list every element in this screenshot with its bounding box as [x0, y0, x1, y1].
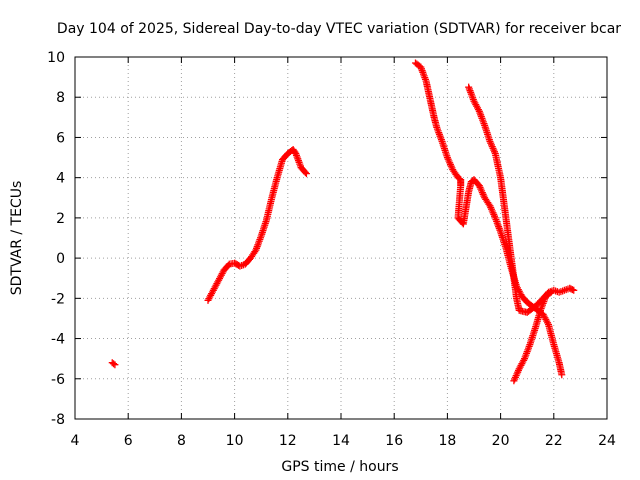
x-tick-label: 4 — [71, 433, 80, 449]
data-point — [520, 356, 528, 364]
x-axis-label: GPS time / hours — [281, 459, 398, 475]
data-point — [546, 289, 554, 297]
grid — [75, 57, 607, 419]
y-tick-label: 10 — [47, 50, 65, 66]
chart-title: Day 104 of 2025, Sidereal Day-to-day VTE… — [57, 21, 621, 37]
data-point — [544, 319, 552, 327]
y-tick-label: 4 — [56, 171, 65, 187]
y-tick-label: -2 — [51, 291, 65, 307]
data-point — [301, 168, 309, 176]
data-point — [570, 286, 578, 294]
x-tick-label: 10 — [226, 433, 244, 449]
plot-border — [74, 56, 608, 420]
y-tick-label: -4 — [51, 332, 65, 348]
y-axis-label: SDTVAR / TECUs — [9, 181, 25, 296]
y-tick-label: 2 — [56, 211, 65, 227]
x-tick-label: 12 — [279, 433, 297, 449]
x-tick-label: 20 — [492, 433, 510, 449]
x-tick-label: 6 — [124, 433, 133, 449]
x-tick-label: 8 — [177, 433, 186, 449]
data-point — [111, 361, 119, 369]
data-point — [547, 288, 555, 296]
y-tick-label: -6 — [51, 372, 65, 388]
x-tick-label: 14 — [332, 433, 350, 449]
x-tick-label: 24 — [598, 433, 616, 449]
y-tick-label: 8 — [56, 90, 65, 106]
data-point — [291, 148, 299, 156]
data-point — [558, 371, 566, 379]
x-tick-label: 16 — [385, 433, 403, 449]
data-point — [110, 360, 118, 368]
data-point — [302, 170, 310, 178]
data-point — [568, 286, 576, 294]
data-points — [108, 59, 578, 385]
y-tick-label: 0 — [56, 251, 65, 267]
y-tick-label: 6 — [56, 130, 65, 146]
data-point — [474, 106, 482, 114]
x-tick-label: 18 — [438, 433, 456, 449]
x-tick-label: 22 — [545, 433, 563, 449]
y-tick-label: -8 — [51, 412, 65, 428]
